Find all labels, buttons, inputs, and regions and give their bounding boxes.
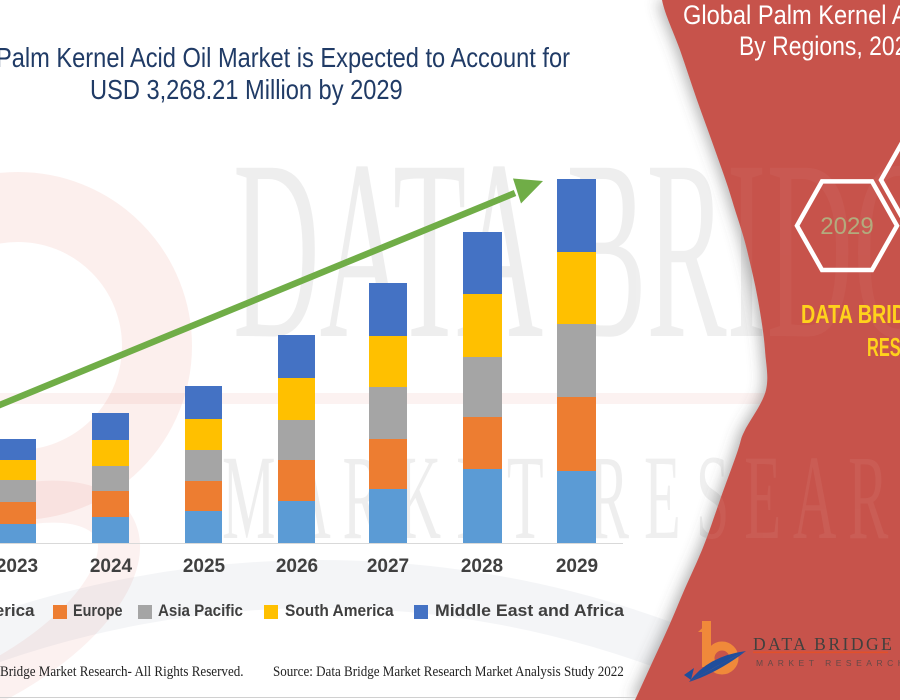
- svg-text:MARKET RESEARCH: MARKET RESEARCH: [756, 658, 900, 668]
- svg-text:DATA BRIDGE: DATA BRIDGE: [753, 634, 894, 654]
- svg-text:2029: 2029: [820, 213, 873, 240]
